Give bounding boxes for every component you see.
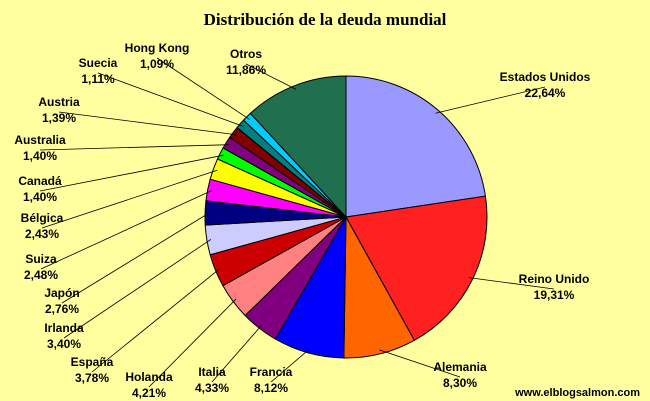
credit-text: www.elblogsalmon.com (514, 387, 640, 399)
slice-value-label: 2,48% (24, 268, 58, 282)
slice-value-label: 8,30% (443, 376, 477, 390)
slice-value-label: 8,12% (254, 381, 288, 395)
chart-title: Distribución de la deuda mundial (204, 10, 447, 29)
leader-line (40, 190, 212, 270)
slice-value-label: 1,39% (42, 111, 76, 125)
slice-name-label: Irlanda (44, 321, 84, 335)
slice-value-label: 11,86% (226, 63, 266, 77)
leader-line (91, 268, 220, 373)
slice-value-label: 4,21% (132, 386, 166, 400)
slice-name-label: Japón (44, 286, 79, 300)
slice-name-label: Italia (198, 365, 226, 379)
slice-name-label: Canadá (18, 174, 62, 188)
slice-value-label: 22,64% (525, 86, 566, 100)
slice-name-label: Otros (230, 47, 262, 61)
leader-line (245, 63, 297, 90)
slice-name-label: España (71, 355, 114, 369)
leader-line (97, 72, 244, 127)
leader-line (211, 324, 263, 383)
leader-lines (39, 57, 555, 388)
leader-line (39, 154, 224, 192)
leader-line (468, 277, 555, 290)
slice-value-label: 3,78% (75, 371, 109, 385)
slice-name-label: Bélgica (21, 211, 64, 225)
slice-name-label: Suiza (25, 252, 57, 266)
slice-value-label: 4,33% (195, 381, 229, 395)
slice-name-label: Estados Unidos (500, 70, 591, 84)
leader-line (435, 86, 546, 114)
slice-name-label: Alemania (433, 360, 487, 374)
leader-line (156, 57, 250, 120)
slice-value-label: 1,40% (23, 190, 57, 204)
slice-value-label: 1,09% (140, 57, 174, 71)
slice-name-label: Reino Unido (519, 272, 590, 286)
leader-line (379, 349, 461, 378)
leader-line (63, 239, 212, 339)
leader-line (61, 212, 210, 304)
slice-value-label: 1,40% (23, 149, 57, 163)
slice-name-label: Holanda (125, 370, 173, 384)
slice-value-label: 3,40% (47, 337, 81, 351)
pie-slice (345, 195, 488, 342)
slice-value-label: 2,43% (25, 227, 59, 241)
slice-value-label: 2,76% (45, 302, 79, 316)
pie-slices (204, 75, 488, 359)
leader-line (148, 298, 237, 388)
slice-name-label: Australia (14, 133, 66, 147)
slice-name-label: Suecia (79, 56, 118, 70)
leader-line (41, 169, 218, 229)
slice-name-label: Hong Kong (125, 41, 190, 55)
leader-line (58, 111, 237, 136)
slice-name-label: Austria (38, 95, 80, 109)
pie-slice (345, 75, 487, 218)
slice-value-label: 19,31% (534, 288, 575, 302)
slice-labels: Estados Unidos 22,64% Reino Unido 19,31% Ale… (14, 41, 590, 400)
slice-value-label: 1,11% (81, 72, 115, 86)
leader-line (39, 144, 230, 151)
leader-line (270, 348, 310, 383)
slice-name-label: Francia (250, 365, 293, 379)
pie-slice (249, 75, 347, 219)
